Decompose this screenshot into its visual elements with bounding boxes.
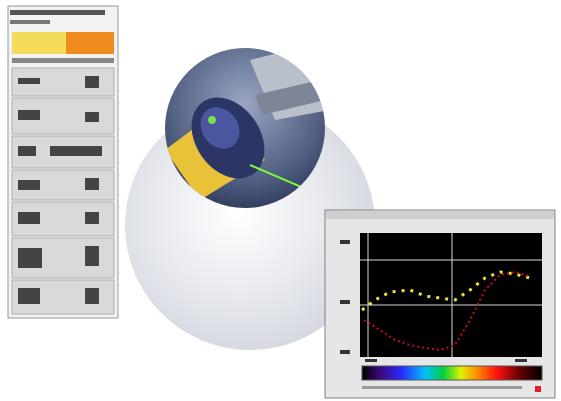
chart-window <box>324 209 556 399</box>
table-panel <box>7 5 119 319</box>
